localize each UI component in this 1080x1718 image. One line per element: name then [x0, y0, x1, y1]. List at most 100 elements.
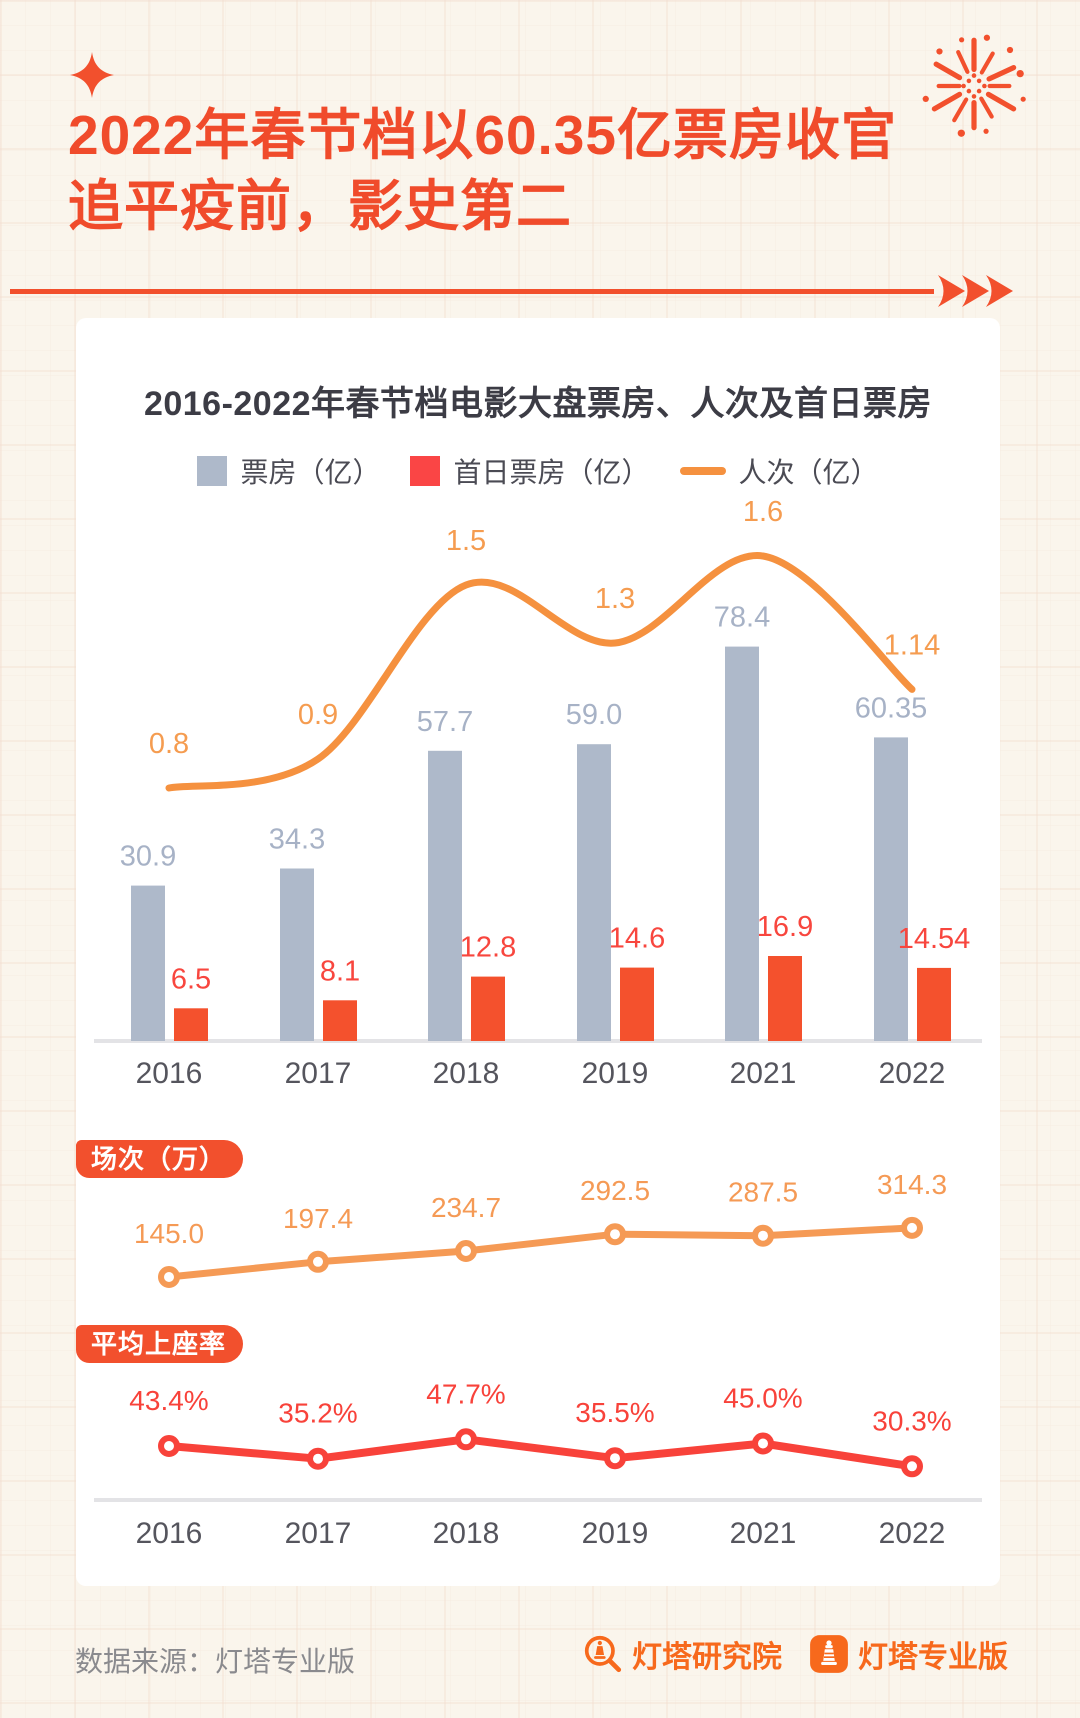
boxoffice-bar-2017 — [280, 868, 314, 1041]
admissions-value-2021: 1.6 — [743, 496, 783, 528]
admissions-value-2017: 0.9 — [298, 699, 338, 731]
admissions-value-2019: 1.3 — [595, 583, 635, 615]
sessions-value-2021: 287.5 — [728, 1177, 798, 1208]
sessions-badge: 场次（万） — [76, 1140, 244, 1178]
sessions-value-2016: 145.0 — [134, 1218, 204, 1249]
year-label-bottom-2017: 2017 — [285, 1517, 352, 1550]
year-label-bottom-2021: 2021 — [730, 1517, 797, 1550]
boxoffice-bar-2022 — [874, 737, 908, 1041]
openingday-bar-2017 — [323, 1000, 357, 1041]
occupancy-point-2022 — [901, 1455, 923, 1478]
openingday-bar-2018 — [471, 976, 505, 1041]
year-label-bottom-2016: 2016 — [136, 1517, 203, 1550]
occupancy-line — [168, 1435, 913, 1471]
sessions-point-2017 — [307, 1250, 329, 1273]
occupancy-value-2021: 45.0% — [723, 1383, 802, 1414]
sessions-point-2021 — [752, 1224, 774, 1247]
openingday-bar-2019 — [620, 967, 654, 1041]
sessions-point-2016 — [158, 1266, 180, 1288]
year-label-top-2022: 2022 — [879, 1057, 946, 1090]
year-label-bottom-2019: 2019 — [582, 1517, 649, 1550]
occupancy-point-2018 — [455, 1428, 477, 1451]
sessions-value-2022: 314.3 — [877, 1169, 947, 1200]
admissions-line — [165, 552, 916, 792]
dengta-pro-label: 灯塔专业版 — [858, 1641, 1008, 1674]
year-label-top-2017: 2017 — [285, 1057, 352, 1090]
openingday-value-2017: 8.1 — [320, 955, 360, 987]
occupancy-value-2017: 35.2% — [278, 1398, 357, 1429]
legend-swatch-admissions — [679, 467, 726, 475]
legend-swatch-boxoffice — [197, 456, 228, 486]
legend-item-admissions: 人次（亿） — [679, 451, 879, 491]
page-title: 2022年春节档以60.35亿票房收官 追平疫前，影史第二 — [68, 100, 948, 242]
legend-swatch-openingday — [410, 456, 441, 486]
sessions-point-2022 — [901, 1216, 923, 1239]
dengta-research-logo: 灯塔研究院 — [582, 1632, 782, 1676]
boxoffice-value-2019: 59.0 — [566, 699, 622, 731]
boxoffice-value-2021: 78.4 — [714, 602, 770, 634]
openingday-bar-2016 — [174, 1008, 208, 1041]
dengta-pro-logo: 灯塔专业版 — [808, 1632, 1008, 1676]
sessions-line — [168, 1224, 913, 1281]
year-label-top-2018: 2018 — [433, 1057, 500, 1090]
year-label-top-2021: 2021 — [730, 1057, 797, 1090]
openingday-value-2019: 14.6 — [609, 923, 665, 955]
footer-logos: 灯塔研究院 灯塔专业版 — [582, 1632, 1008, 1676]
openingday-bar-2021 — [768, 956, 802, 1041]
occupancy-badge: 平均上座率 — [76, 1325, 244, 1363]
occupancy-value-2018: 47.7% — [426, 1378, 505, 1409]
year-label-bottom-2022: 2022 — [879, 1517, 946, 1550]
admissions-value-2022: 1.14 — [884, 629, 940, 661]
dengta-research-label: 灯塔研究院 — [632, 1641, 782, 1674]
sessions-value-2018: 234.7 — [431, 1192, 501, 1223]
occupancy-value-2022: 30.3% — [872, 1405, 951, 1436]
boxoffice-value-2022: 60.35 — [855, 692, 928, 724]
sparkle-icon — [70, 52, 114, 98]
sessions-point-2018 — [455, 1240, 477, 1262]
boxoffice-bar-2021 — [725, 646, 759, 1041]
legend-item-openingday: 首日票房（亿） — [410, 451, 650, 491]
year-label-top-2019: 2019 — [582, 1057, 649, 1090]
openingday-bar-2022 — [917, 967, 951, 1041]
magnifier-lighthouse-icon — [584, 1635, 622, 1673]
year-label-bottom-2018: 2018 — [433, 1517, 500, 1550]
sessions-value-2017: 197.4 — [283, 1203, 353, 1234]
legend-label-boxoffice: 票房（亿） — [240, 457, 381, 488]
occupancy-point-2021 — [752, 1432, 774, 1455]
chart-title: 2016-2022年春节档电影大盘票房、人次及首日票房 — [143, 385, 933, 423]
chart-legend: 票房（亿） 首日票房（亿） 人次（亿） — [76, 451, 1000, 491]
firework-icon — [922, 34, 1026, 137]
boxoffice-value-2017: 34.3 — [269, 824, 325, 856]
openingday-value-2018: 12.8 — [460, 932, 516, 964]
chart-card: 2016-2022年春节档电影大盘票房、人次及首日票房 票房（亿） 首日票房（亿… — [76, 318, 1000, 1586]
year-label-top-2016: 2016 — [136, 1057, 203, 1090]
sessions-value-2019: 292.5 — [580, 1175, 650, 1206]
legend-item-boxoffice: 票房（亿） — [197, 451, 380, 491]
legend-label-openingday: 首日票房（亿） — [453, 457, 650, 488]
occupancy-point-2016 — [158, 1435, 180, 1457]
dengta-app-icon — [810, 1635, 848, 1673]
openingday-value-2016: 6.5 — [171, 963, 211, 995]
occupancy-point-2017 — [307, 1447, 329, 1470]
charts-canvas: 2016 2016 2017 2017 2018 2018 2019 2019 2021 2021… — [94, 496, 982, 1550]
legend-label-admissions: 人次（亿） — [738, 457, 879, 488]
boxoffice-bar-2019 — [577, 744, 611, 1041]
openingday-value-2021: 16.9 — [757, 911, 813, 943]
admissions-value-2016: 0.8 — [149, 728, 189, 760]
openingday-value-2022: 14.54 — [898, 923, 971, 955]
triple-arrow-icon — [938, 275, 1013, 307]
page-title-line1: 2022年春节档以60.35亿票房收官 — [68, 104, 897, 166]
boxoffice-value-2016: 30.9 — [120, 841, 176, 873]
boxoffice-bar-2016 — [131, 885, 165, 1041]
header-divider-line — [10, 289, 934, 294]
page-title-line2: 追平疫前，影史第二 — [68, 175, 573, 237]
boxoffice-value-2018: 57.7 — [417, 706, 473, 738]
admissions-value-2018: 1.5 — [446, 525, 486, 557]
occupancy-point-2019 — [604, 1447, 626, 1470]
sessions-point-2019 — [604, 1223, 626, 1246]
occupancy-value-2019: 35.5% — [575, 1397, 654, 1428]
occupancy-value-2016: 43.4% — [129, 1385, 208, 1416]
boxoffice-bar-2018 — [428, 750, 462, 1041]
data-source-note: 数据来源：灯塔专业版 — [75, 1646, 356, 1677]
